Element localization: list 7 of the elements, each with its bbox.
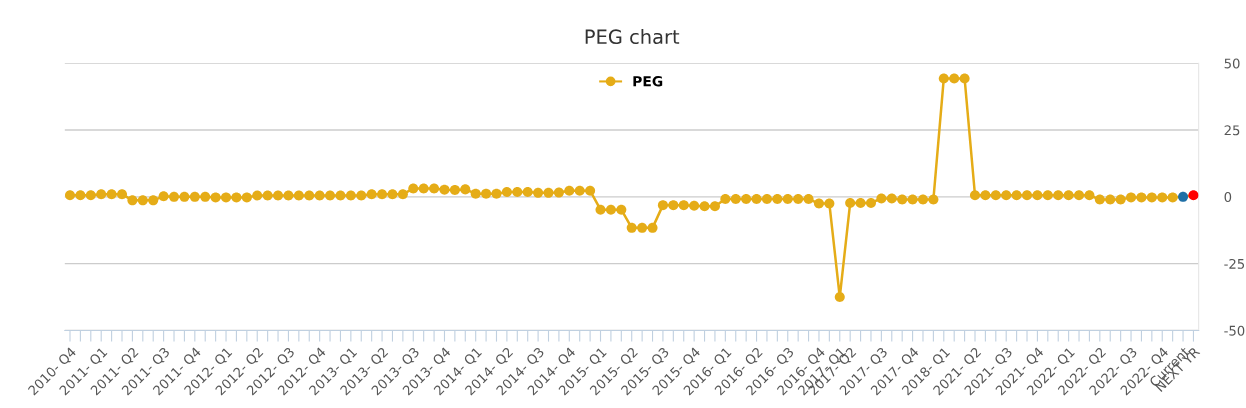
y-tick-label: -50 — [1224, 325, 1245, 336]
y-tick-label: 50 — [1224, 58, 1240, 69]
y-tick-label: 25 — [1224, 125, 1240, 136]
y-tick-label: -25 — [1224, 258, 1245, 269]
y-tick-label: 0 — [1224, 192, 1232, 203]
legend-label: PEG — [633, 75, 663, 87]
chart-title: PEG chart — [585, 29, 680, 45]
